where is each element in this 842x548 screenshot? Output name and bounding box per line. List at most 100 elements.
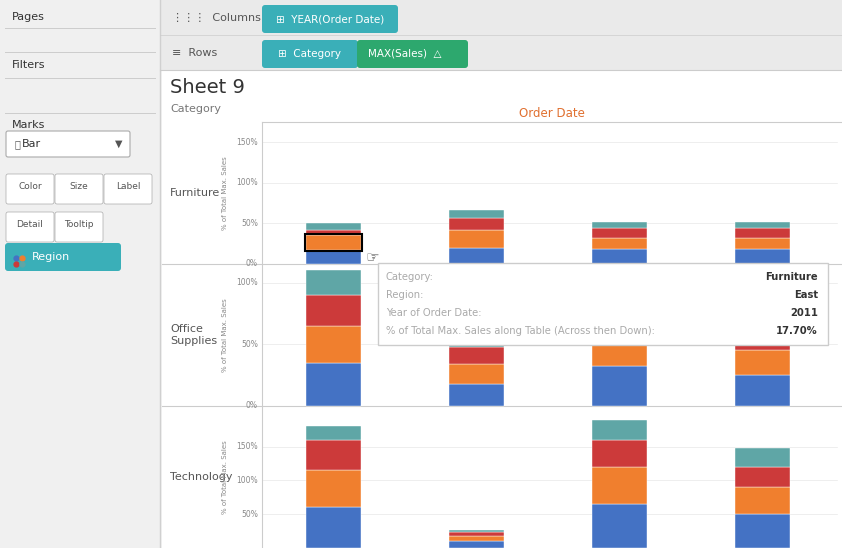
Text: ⊞  Category: ⊞ Category — [279, 49, 342, 59]
Bar — [450, 332, 504, 347]
Bar — [306, 230, 360, 235]
Bar — [592, 420, 647, 440]
FancyBboxPatch shape — [357, 40, 468, 68]
Text: ▼: ▼ — [115, 139, 122, 149]
FancyBboxPatch shape — [6, 131, 130, 157]
Text: Year of Order Date:: Year of Order Date: — [386, 308, 482, 318]
Text: Marks: Marks — [12, 120, 45, 130]
Text: 50%: 50% — [241, 510, 258, 519]
Text: Sheet 9: Sheet 9 — [170, 78, 245, 97]
Bar — [306, 440, 360, 470]
FancyBboxPatch shape — [262, 5, 398, 33]
FancyBboxPatch shape — [55, 212, 103, 242]
Bar — [450, 384, 504, 406]
Text: 0%: 0% — [246, 260, 258, 269]
Bar — [450, 248, 504, 264]
Bar — [735, 238, 790, 249]
Text: 50%: 50% — [241, 219, 258, 228]
FancyBboxPatch shape — [5, 243, 121, 271]
Bar — [306, 270, 360, 295]
Bar — [592, 238, 647, 249]
Text: ⊞  YEAR(Order Date): ⊞ YEAR(Order Date) — [276, 14, 384, 24]
Text: Filters: Filters — [12, 60, 45, 70]
Text: % of Total Max. Sales: % of Total Max. Sales — [222, 156, 228, 230]
Text: ☞: ☞ — [366, 250, 380, 265]
Text: ⋮⋮⋮  Columns: ⋮⋮⋮ Columns — [172, 13, 261, 23]
Text: Color: Color — [19, 182, 42, 191]
FancyBboxPatch shape — [55, 174, 103, 204]
FancyBboxPatch shape — [6, 212, 54, 242]
Bar — [592, 310, 647, 332]
Bar — [306, 250, 360, 264]
Bar — [450, 210, 504, 218]
Bar — [306, 426, 360, 440]
FancyBboxPatch shape — [378, 263, 828, 345]
Bar — [735, 310, 790, 332]
Bar — [160, 0, 842, 70]
Bar — [592, 229, 647, 238]
Bar — [735, 222, 790, 229]
Bar — [306, 363, 360, 406]
Text: 100%: 100% — [237, 278, 258, 287]
Bar — [592, 291, 647, 310]
Text: Order Date: Order Date — [519, 107, 585, 120]
Bar — [592, 222, 647, 229]
Text: Technology: Technology — [170, 472, 232, 482]
Bar — [735, 229, 790, 238]
Bar — [735, 350, 790, 375]
Bar — [305, 235, 362, 250]
Text: 0%: 0% — [246, 402, 258, 410]
Text: Region:: Region: — [386, 290, 424, 300]
Bar — [592, 367, 647, 406]
Text: 50%: 50% — [241, 340, 258, 349]
Bar — [735, 249, 790, 264]
Bar — [592, 504, 647, 548]
Text: Bar: Bar — [22, 139, 41, 149]
Text: Furniture: Furniture — [170, 188, 221, 198]
Text: 100%: 100% — [237, 178, 258, 187]
Bar — [735, 448, 790, 467]
Text: Size: Size — [70, 182, 88, 191]
Text: 150%: 150% — [237, 138, 258, 147]
Text: 150%: 150% — [237, 442, 258, 451]
Bar — [306, 470, 360, 507]
Text: Furniture: Furniture — [765, 272, 818, 282]
Bar — [735, 487, 790, 514]
Text: Region: Region — [32, 252, 70, 262]
Bar — [450, 541, 504, 548]
Bar — [450, 530, 504, 533]
Text: 2011: 2011 — [790, 308, 818, 318]
Bar — [306, 326, 360, 363]
Text: Label: Label — [115, 182, 141, 191]
Text: % of Total Max. Sales: % of Total Max. Sales — [222, 298, 228, 372]
Bar — [450, 347, 504, 364]
Text: ≡  Rows: ≡ Rows — [172, 48, 217, 58]
Text: % of Total Max. Sales along Table (Across then Down):: % of Total Max. Sales along Table (Acros… — [386, 326, 655, 336]
Bar — [592, 332, 647, 367]
Bar — [450, 230, 504, 248]
Bar — [0, 0, 160, 548]
Text: % of Total Max. Sales: % of Total Max. Sales — [222, 440, 228, 514]
Text: Tooltip: Tooltip — [64, 220, 93, 229]
Bar — [735, 375, 790, 406]
Bar — [735, 514, 790, 548]
Bar — [450, 533, 504, 536]
Bar — [735, 467, 790, 487]
Text: Pages: Pages — [12, 12, 45, 22]
Bar — [306, 507, 360, 548]
Text: Category:: Category: — [386, 272, 434, 282]
FancyBboxPatch shape — [6, 174, 54, 204]
Bar — [162, 70, 842, 548]
FancyBboxPatch shape — [262, 40, 358, 68]
Text: Office
Supplies: Office Supplies — [170, 324, 217, 346]
Text: 17.70%: 17.70% — [776, 326, 818, 336]
Bar — [306, 235, 360, 250]
Bar — [592, 467, 647, 504]
Bar — [450, 364, 504, 384]
FancyBboxPatch shape — [104, 174, 152, 204]
Text: 📊: 📊 — [15, 139, 21, 149]
Bar — [450, 536, 504, 541]
Bar — [592, 440, 647, 467]
Bar — [306, 295, 360, 326]
Bar — [450, 218, 504, 230]
